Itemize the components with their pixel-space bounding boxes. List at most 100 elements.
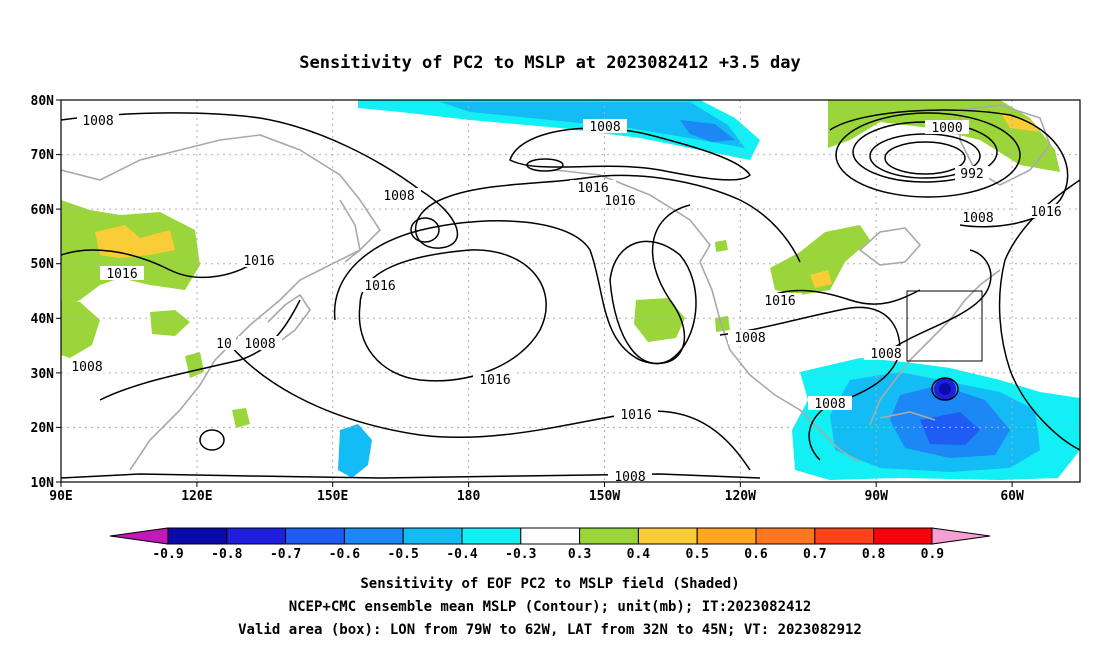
latitude-labels: 80N 70N 60N 50N 40N 30N 20N 10N [31, 94, 55, 491]
lon-label: 180 [457, 489, 481, 504]
colorbar-boxes [167, 527, 933, 545]
axis-ticks [56, 99, 1013, 487]
contour-label: 1016 [106, 267, 137, 282]
positive-region-greenland-core [1000, 112, 1040, 132]
colorbar-box [343, 527, 404, 545]
contour-1008-tropics [99, 299, 301, 401]
positive-region-canada-core [810, 270, 832, 288]
colorbar-tick-label: -0.5 [388, 547, 419, 562]
contour-label: 1016 [577, 181, 608, 196]
coast-north-america-west [699, 261, 861, 463]
colorbar-tick-label: 0.9 [921, 547, 944, 562]
colorbar-box [579, 527, 639, 545]
lat-label: 30N [31, 367, 55, 382]
caption-line-3: Valid area (box): LON from 79W to 62W, L… [238, 622, 862, 638]
contour-label: 1008 [962, 211, 993, 226]
positive-region-small-3 [715, 240, 728, 252]
lat-label: 60N [31, 203, 55, 218]
figure-title: Sensitivity of PC2 to MSLP at 2023082412… [299, 53, 801, 73]
contour-label: 1008 [814, 397, 845, 412]
contour-label: 10 [216, 337, 232, 352]
coast-hudson-bay [858, 227, 922, 266]
colorbar-box [285, 527, 345, 545]
lon-label: 120W [725, 489, 756, 504]
contour-label: 1016 [1030, 205, 1061, 220]
positive-region-asia-west [61, 300, 100, 358]
caption-line-1: Sensitivity of EOF PC2 to MSLP field (Sh… [360, 576, 739, 592]
colorbar-low-arrow [109, 527, 169, 545]
contour-label: 992 [960, 167, 983, 182]
colorbar-tick-label: -0.7 [270, 547, 301, 562]
colorbar-tick-labels: -0.9 -0.8 -0.7 -0.6 -0.5 -0.4 -0.3 0.3 0.4 0.5 0.6… [152, 547, 944, 562]
colorbar-tick-label: 0.7 [803, 547, 826, 562]
contour-1016-na [759, 289, 921, 305]
lon-label: 150W [589, 489, 620, 504]
negative-region-arctic-core [680, 120, 735, 142]
colorbar-tick-label: 0.5 [685, 547, 708, 562]
grid-lines [61, 100, 1080, 482]
contour-1016-broad [229, 344, 751, 471]
lon-label: 150E [317, 489, 348, 504]
contour-labels: 1008 1016 1008 1016 1008 1016 1008 1016 [65, 113, 1066, 482]
contour-label: 1008 [82, 114, 113, 129]
lat-label: 10N [31, 476, 55, 491]
positive-region-pacific [634, 298, 685, 342]
coast-alaska [554, 169, 711, 263]
colorbar-tick-label: -0.9 [152, 547, 183, 562]
positive-region-asia-core [95, 225, 175, 258]
colorbar-tick-label: 0.4 [627, 547, 651, 562]
coast-north-america-east [869, 269, 1001, 426]
colorbar-box [637, 527, 698, 545]
colorbar-high-arrow [931, 527, 991, 545]
contour-1016-pacific-high [358, 249, 547, 382]
colorbar: -0.9 -0.8 -0.7 -0.6 -0.5 -0.4 -0.3 0.3 0.4 0.5 0.6… [109, 527, 991, 562]
colorbar-tick-label: -0.3 [505, 547, 536, 562]
longitude-labels: 90E 120E 150E 180 150W 120W 90W 60W [49, 489, 1024, 504]
lat-label: 50N [31, 257, 55, 272]
contour-label: 1008 [870, 347, 901, 362]
colorbar-box [402, 527, 463, 545]
contour-label: 1016 [764, 294, 795, 309]
coast-greenland [959, 104, 1051, 186]
contour-small-japan [199, 429, 225, 451]
positive-region-japan [150, 310, 190, 336]
contour-arctic-core [526, 158, 564, 172]
colorbar-box [520, 527, 581, 545]
lat-label: 70N [31, 148, 55, 163]
colorbar-box [167, 527, 228, 545]
colorbar-tick-label: -0.8 [211, 547, 242, 562]
contour-label: 1016 [620, 408, 651, 423]
colorbar-tick-label: -0.4 [446, 547, 477, 562]
contour-low-992 [884, 141, 966, 175]
contour-small-pacific [410, 217, 440, 243]
coast-japan [267, 293, 311, 346]
contour-label: 1008 [71, 360, 102, 375]
map-panel: 1008 1016 1008 1016 1008 1016 1008 1016 [31, 94, 1081, 504]
contour-label: 1016 [479, 373, 510, 388]
negative-core-darkest [939, 383, 951, 395]
coast-cuba [879, 411, 936, 421]
valid-area-box [906, 290, 983, 362]
figure-captions: Sensitivity of EOF PC2 to MSLP field (Sh… [238, 576, 862, 638]
colorbar-box [226, 527, 287, 545]
lat-label: 40N [31, 312, 55, 327]
lon-label: 60W [1000, 489, 1024, 504]
contour-low-arctic [509, 127, 751, 181]
map-frame [60, 99, 1081, 483]
contour-label: 1016 [364, 279, 395, 294]
contour-hurricane [931, 377, 959, 401]
positive-region-canada [770, 225, 870, 295]
sensitivity-shading [61, 100, 1080, 480]
negative-region-arctic-inner [440, 102, 745, 148]
contour-low-1004 [835, 112, 1021, 198]
lon-label: 90W [864, 489, 888, 504]
contour-label: 1008 [734, 331, 765, 346]
colorbar-tick-label: -0.6 [329, 547, 360, 562]
lon-label: 120E [181, 489, 212, 504]
contour-label: 1008 [383, 189, 414, 204]
colorbar-tick-label: 0.8 [862, 547, 886, 562]
contour-pacific-east-high [609, 240, 697, 365]
positive-region-small-2 [232, 408, 250, 428]
lon-label: 90E [49, 489, 72, 504]
negative-region-pacific [338, 424, 372, 478]
